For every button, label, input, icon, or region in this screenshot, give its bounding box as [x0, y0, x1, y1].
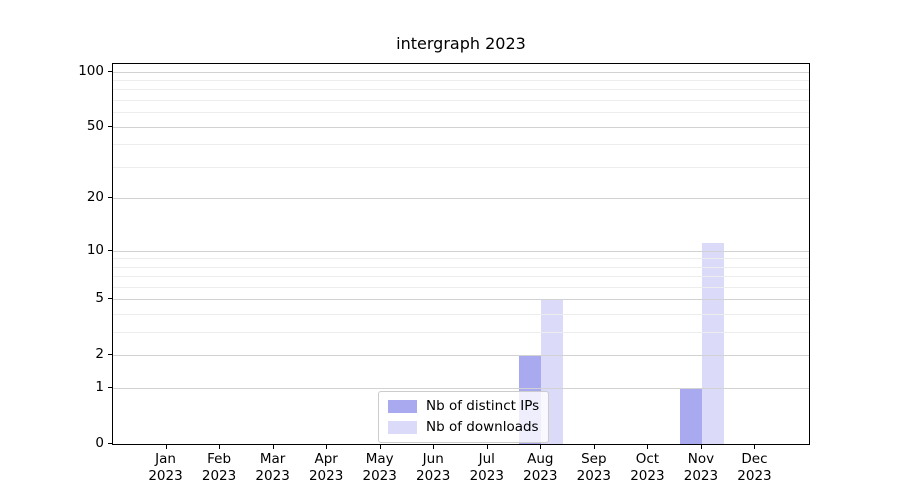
y-tick-mark [108, 443, 112, 444]
x-tick-mark [486, 445, 488, 449]
x-tick-mark [647, 445, 649, 449]
x-tick-year: 2023 [201, 468, 237, 484]
gridline-major [113, 198, 809, 200]
y-tick-mark [108, 249, 112, 251]
x-tick-mark [326, 445, 328, 449]
x-tick-year: 2023 [416, 468, 451, 484]
x-tick-month: Dec [741, 451, 768, 467]
bar-distinct-ips [679, 388, 702, 444]
x-tick-month: Apr [314, 451, 338, 467]
y-tick-label: 100 [78, 62, 104, 79]
x-tick-year: 2023 [576, 468, 612, 484]
x-tick-label: Jun 2023 [401, 451, 465, 485]
gridline-minor [113, 276, 809, 278]
y-tick-label: 1 [95, 379, 104, 396]
x-tick-year: 2023 [737, 468, 772, 484]
gridline-minor [113, 112, 809, 114]
gridline-major [113, 299, 809, 301]
y-tick-mark [108, 70, 112, 72]
y-tick-mark [108, 125, 112, 127]
x-tick-label: Jan 2023 [134, 451, 198, 485]
x-tick-label: Sep 2023 [562, 451, 626, 485]
x-tick-year: 2023 [683, 468, 719, 484]
x-tick-mark [540, 445, 542, 449]
x-tick-month: Oct [635, 451, 660, 467]
gridline-minor [113, 258, 809, 260]
x-tick-year: 2023 [630, 468, 665, 484]
gridline-major [113, 250, 809, 252]
y-tick-label: 20 [86, 189, 104, 206]
gridline-minor [113, 89, 809, 91]
x-tick-mark [272, 445, 274, 449]
gridline-minor [113, 100, 809, 102]
gridline-minor [113, 144, 809, 146]
y-tick-label: 5 [95, 290, 104, 307]
y-tick-label: 50 [86, 117, 104, 134]
gridline-minor [113, 332, 809, 334]
x-tick-label: Apr 2023 [294, 451, 358, 485]
x-tick-label: Mar 2023 [241, 451, 305, 485]
y-tick-mark [108, 298, 112, 300]
x-tick-month: Jan [155, 451, 176, 467]
x-tick-label: Jul 2023 [455, 451, 519, 485]
x-tick-label: May 2023 [348, 451, 412, 485]
x-tick-year: 2023 [308, 468, 344, 484]
x-tick-month: Aug [527, 451, 554, 467]
y-tick-label: 0 [95, 435, 104, 451]
gridline-major [113, 71, 809, 73]
x-tick-month: Mar [259, 451, 286, 467]
legend-swatch-downloads-icon [388, 421, 417, 434]
x-tick-mark [754, 445, 756, 449]
x-tick-month: Nov [687, 451, 715, 467]
x-tick-year: 2023 [523, 468, 558, 484]
legend-label-downloads: Nb of downloads [426, 419, 539, 435]
y-tick-label: 10 [86, 241, 104, 258]
x-tick-label: Oct 2023 [615, 451, 679, 485]
x-tick-label: Dec 2023 [722, 451, 786, 485]
y-tick-label: 2 [95, 346, 104, 363]
x-tick-month: Sep [581, 451, 607, 467]
x-tick-month: May [365, 451, 394, 467]
plot-area: Nb of distinct IPs Nb of downloads [112, 63, 810, 445]
x-tick-mark [219, 445, 221, 449]
y-tick-mark [108, 197, 112, 199]
x-tick-mark [700, 445, 702, 449]
x-tick-month: Feb [207, 451, 232, 467]
x-tick-mark [593, 445, 595, 449]
x-tick-year: 2023 [255, 468, 290, 484]
x-tick-year: 2023 [148, 468, 183, 484]
gridline-major [113, 126, 809, 128]
y-tick-mark [108, 387, 112, 389]
chart-title: intergraph 2023 [396, 34, 526, 53]
gridline-minor [113, 80, 809, 82]
legend-label-distinct-ips: Nb of distinct IPs [426, 398, 540, 414]
gridline-minor [113, 166, 809, 168]
gridline-minor [113, 266, 809, 268]
x-tick-year: 2023 [362, 468, 397, 484]
x-tick-year: 2023 [469, 468, 504, 484]
gridline-minor [113, 286, 809, 288]
gridline-minor [113, 314, 809, 316]
legend-entry-distinct-ips: Nb of distinct IPs [388, 399, 539, 414]
x-tick-month: Jun [422, 451, 444, 467]
x-tick-mark [165, 445, 167, 449]
legend-swatch-distinct-ips-icon [388, 400, 417, 413]
x-tick-label: Nov 2023 [669, 451, 733, 485]
x-tick-label: Aug 2023 [508, 451, 572, 485]
x-tick-mark [379, 445, 381, 449]
x-tick-month: Jul [478, 451, 495, 467]
gridline-major [113, 388, 809, 390]
y-tick-mark [108, 354, 112, 356]
bar-downloads [701, 243, 724, 444]
legend-entry-downloads: Nb of downloads [388, 420, 539, 435]
gridline-major [113, 355, 809, 357]
x-tick-label: Feb 2023 [187, 451, 251, 485]
x-tick-mark [433, 445, 435, 449]
legend: Nb of distinct IPs Nb of downloads [378, 391, 550, 443]
